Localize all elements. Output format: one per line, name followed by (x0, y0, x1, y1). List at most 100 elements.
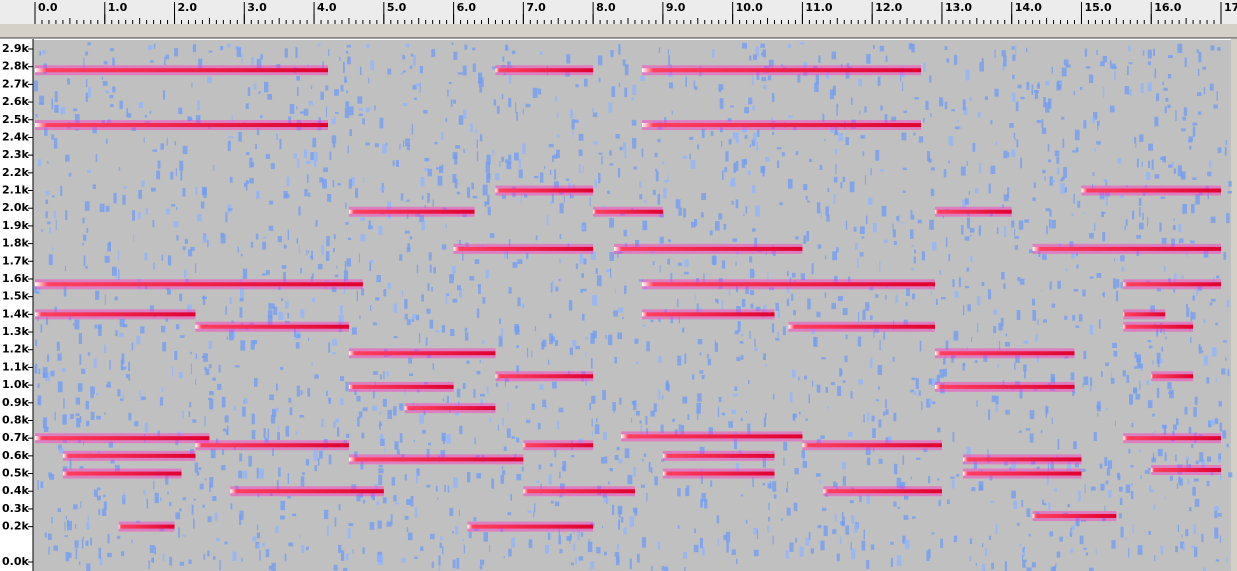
noise (179, 293, 183, 302)
noise (580, 532, 584, 537)
noise (346, 433, 350, 438)
noise (105, 138, 108, 144)
noise (1019, 388, 1023, 399)
noise (420, 176, 425, 187)
noise (171, 204, 176, 207)
noise (1096, 405, 1101, 409)
noise (1102, 86, 1105, 98)
noise (418, 333, 421, 344)
noise (406, 199, 410, 202)
noise (131, 342, 134, 351)
noise (333, 248, 335, 253)
noise (198, 58, 203, 69)
noise (556, 420, 560, 430)
noise (1215, 559, 1220, 562)
noise (439, 542, 442, 549)
noise (993, 309, 998, 315)
noise (222, 449, 225, 455)
tone (1032, 511, 1117, 522)
noise (569, 347, 573, 355)
noise (1073, 194, 1075, 204)
tone (495, 65, 594, 76)
noise (805, 537, 809, 546)
noise (749, 290, 755, 296)
noise (762, 49, 766, 58)
noise (927, 151, 931, 162)
noise (638, 279, 644, 282)
noise (870, 168, 872, 176)
noise (1083, 376, 1089, 385)
time-ruler (0, 0, 1237, 24)
noise (68, 315, 72, 321)
noise (775, 338, 780, 341)
noise (429, 264, 432, 273)
noise (711, 255, 717, 265)
noise (221, 465, 226, 471)
noise (328, 49, 330, 57)
noise (1124, 226, 1126, 231)
noise (378, 464, 383, 468)
noise (231, 114, 233, 123)
noise (668, 82, 674, 89)
noise (464, 44, 468, 50)
noise (368, 225, 373, 230)
noise (585, 379, 587, 386)
noise (360, 234, 366, 242)
noise (842, 176, 846, 182)
noise (1225, 357, 1227, 361)
noise (369, 261, 372, 271)
noise (650, 467, 653, 474)
noise (806, 231, 810, 242)
noise (453, 51, 458, 60)
noise (496, 105, 500, 114)
noise (1210, 216, 1216, 223)
noise (406, 247, 411, 252)
noise (1226, 557, 1228, 563)
noise (1059, 81, 1063, 85)
noise (1019, 278, 1025, 285)
noise (86, 420, 90, 427)
tone (934, 206, 1012, 217)
noise (855, 243, 858, 250)
noise (1139, 134, 1144, 142)
noise (167, 255, 172, 266)
noise (1003, 283, 1006, 289)
noise (657, 541, 661, 550)
noise (178, 527, 180, 538)
noise (850, 541, 852, 550)
noise (292, 513, 297, 517)
noise (976, 400, 978, 407)
noise (386, 521, 392, 527)
noise (440, 450, 446, 459)
noise (1084, 484, 1086, 493)
noise (145, 208, 149, 215)
noise (239, 297, 244, 302)
noise (51, 516, 53, 524)
noise (1060, 183, 1065, 194)
noise (382, 144, 387, 154)
noise (506, 250, 509, 260)
noise (982, 563, 985, 571)
noise (425, 337, 428, 346)
noise (284, 194, 290, 198)
noise (847, 432, 853, 437)
noise (267, 315, 273, 326)
noise (391, 477, 396, 486)
noise (1189, 145, 1192, 150)
noise (938, 499, 941, 507)
noise (646, 492, 648, 502)
noise (50, 370, 55, 377)
noise (452, 531, 454, 534)
tone-core (788, 324, 935, 329)
noise (466, 187, 471, 198)
noise (608, 481, 610, 485)
noise (697, 339, 703, 345)
noise (1163, 425, 1167, 435)
noise (1147, 49, 1152, 59)
noise (940, 538, 944, 548)
noise (825, 490, 828, 497)
noise (875, 294, 879, 298)
noise (85, 540, 89, 546)
noise (749, 330, 751, 339)
noise (469, 276, 475, 281)
